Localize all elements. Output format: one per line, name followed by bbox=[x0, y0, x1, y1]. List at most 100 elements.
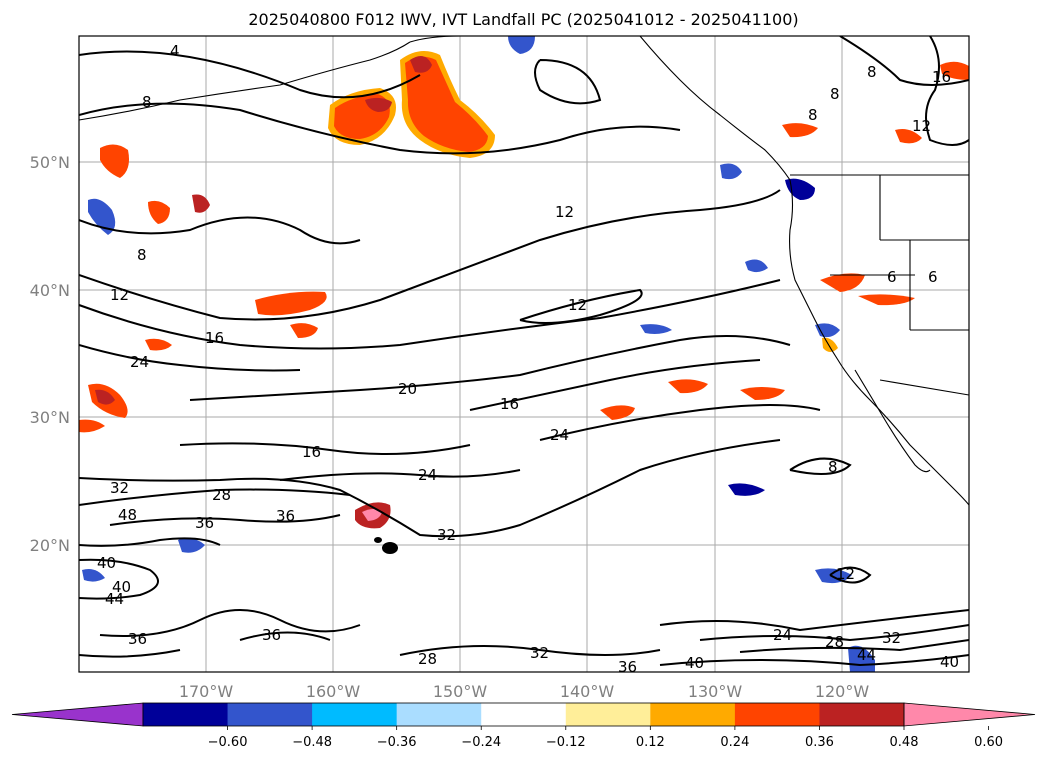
island-hawaii bbox=[382, 542, 398, 554]
contour-label: 8 bbox=[828, 458, 838, 476]
contour-label: 36 bbox=[128, 630, 147, 648]
colorbar-tick-label: 0.24 bbox=[720, 735, 749, 750]
contour-32-a bbox=[79, 439, 781, 538]
contour-16-c bbox=[179, 442, 471, 455]
lat-label-50n: 50°N bbox=[30, 153, 70, 172]
contour-label: 20 bbox=[398, 380, 417, 398]
contour-label: 36 bbox=[195, 514, 214, 532]
contour-36-b bbox=[79, 537, 221, 547]
contour-20 bbox=[189, 335, 791, 401]
contour-12-main bbox=[79, 189, 781, 321]
map-frame bbox=[78, 35, 970, 673]
patch-alaska-dark bbox=[365, 97, 392, 112]
contour-label: 32 bbox=[110, 479, 129, 497]
contour-36-a bbox=[109, 514, 341, 526]
lat-label-30n: 30°N bbox=[30, 408, 70, 427]
contour-label: 36 bbox=[262, 626, 281, 644]
contour-label: 40 bbox=[112, 578, 131, 596]
colorbar-frame bbox=[142, 702, 905, 727]
contour-16-b bbox=[469, 359, 761, 411]
contour-label: 44 bbox=[105, 590, 124, 608]
patch-west-blue1 bbox=[88, 198, 116, 235]
graticule bbox=[79, 36, 969, 672]
contour-label: 12 bbox=[110, 286, 129, 304]
colorbar-segment bbox=[650, 703, 736, 726]
colorbar-extend-min bbox=[11, 702, 144, 727]
contour-label: 40 bbox=[685, 654, 704, 672]
contour-label: 16 bbox=[932, 68, 951, 86]
coast-alaska-aleutians bbox=[79, 41, 411, 121]
colorbar-tick-label: −0.48 bbox=[292, 735, 332, 750]
lon-label-140w: 140°W bbox=[560, 682, 615, 701]
contour-label: 40 bbox=[97, 554, 116, 572]
contour-label: 28 bbox=[212, 486, 231, 504]
patch-16n-blue bbox=[815, 568, 852, 584]
shaded-patches bbox=[79, 36, 969, 672]
colorbar: −0.60 −0.48 −0.36 −0.24 −0.12 0.12 0.24 0.36 0.4… bbox=[11, 702, 1036, 750]
contour-24-west bbox=[79, 344, 301, 372]
colorbar-tick-label: −0.12 bbox=[546, 735, 586, 750]
patch-43n-blue bbox=[745, 259, 768, 273]
contour-label-group: 4 8 8 8 8 16 12 12 8 12 12 16 24 20 16 2… bbox=[97, 42, 959, 676]
contour-24-se bbox=[659, 609, 969, 632]
iwv-contours bbox=[79, 36, 969, 667]
patch-35n-red bbox=[145, 338, 172, 351]
state-lines bbox=[830, 175, 969, 331]
patch-ne-corner bbox=[940, 61, 969, 80]
contour-40-a bbox=[79, 558, 159, 600]
patch-nw-orange2 bbox=[148, 200, 170, 224]
contour-label: 12 bbox=[836, 565, 855, 583]
colorbar-segment bbox=[819, 703, 905, 726]
lon-label-160w: 160°W bbox=[306, 682, 361, 701]
contour-16-a bbox=[79, 279, 781, 350]
patch-west-30n-dark bbox=[95, 389, 115, 405]
colorbar-segment bbox=[565, 703, 651, 726]
island-maui bbox=[374, 537, 382, 543]
lon-label-120w: 120°W bbox=[815, 682, 870, 701]
contour-label: 44 bbox=[857, 646, 876, 664]
contour-label: 36 bbox=[618, 658, 637, 676]
patch-bc-orange bbox=[782, 123, 818, 138]
patch-sf-blue bbox=[815, 323, 840, 338]
colorbar-tick-label: −0.24 bbox=[461, 735, 501, 750]
lon-label-130w: 130°W bbox=[688, 682, 743, 701]
contour-label: 48 bbox=[118, 506, 137, 524]
contour-label: 36 bbox=[276, 507, 295, 525]
contour-label: 12 bbox=[912, 117, 931, 135]
colorbar-tick-label: 0.48 bbox=[890, 735, 919, 750]
contour-24-mid bbox=[539, 404, 821, 441]
colorbar-tick-label: 0.36 bbox=[805, 735, 834, 750]
coast-bc bbox=[639, 36, 791, 181]
patch-38n-blue bbox=[640, 324, 672, 334]
contour-8-north bbox=[79, 102, 681, 155]
contour-label: 28 bbox=[825, 633, 844, 651]
map-panel[interactable]: 4 8 8 8 8 16 12 12 8 12 12 16 24 20 16 2… bbox=[79, 36, 969, 676]
colorbar-tick-label: −0.60 bbox=[208, 735, 248, 750]
contour-40-se bbox=[659, 654, 969, 667]
contour-16-ne bbox=[925, 36, 969, 146]
contour-label: 8 bbox=[867, 63, 877, 81]
contour-label: 8 bbox=[142, 93, 152, 111]
contour-label: 32 bbox=[882, 629, 901, 647]
contour-32-se bbox=[739, 639, 969, 653]
contour-label: 24 bbox=[130, 353, 149, 371]
contour-label: 16 bbox=[205, 329, 224, 347]
coast-us-west bbox=[789, 179, 969, 506]
colorbar-tick-label: 0.12 bbox=[636, 735, 665, 750]
patch-22n-blue bbox=[728, 483, 765, 496]
contour-label: 8 bbox=[830, 85, 840, 103]
contour-28-se bbox=[699, 624, 969, 642]
patch-20n-west-blue bbox=[178, 537, 205, 553]
contour-36-d bbox=[239, 631, 331, 641]
lat-label-40n: 40°N bbox=[30, 281, 70, 300]
contour-label: 28 bbox=[418, 650, 437, 668]
contour-8-east bbox=[789, 457, 852, 475]
coastlines bbox=[79, 36, 969, 506]
contour-label: 12 bbox=[568, 296, 587, 314]
contour-12-east bbox=[829, 566, 872, 584]
contour-label: 40 bbox=[940, 653, 959, 671]
contour-40-south bbox=[79, 649, 181, 658]
colorbar-segment bbox=[312, 703, 398, 726]
colorbar-segment bbox=[734, 703, 820, 726]
patch-bristol-red bbox=[405, 56, 488, 153]
